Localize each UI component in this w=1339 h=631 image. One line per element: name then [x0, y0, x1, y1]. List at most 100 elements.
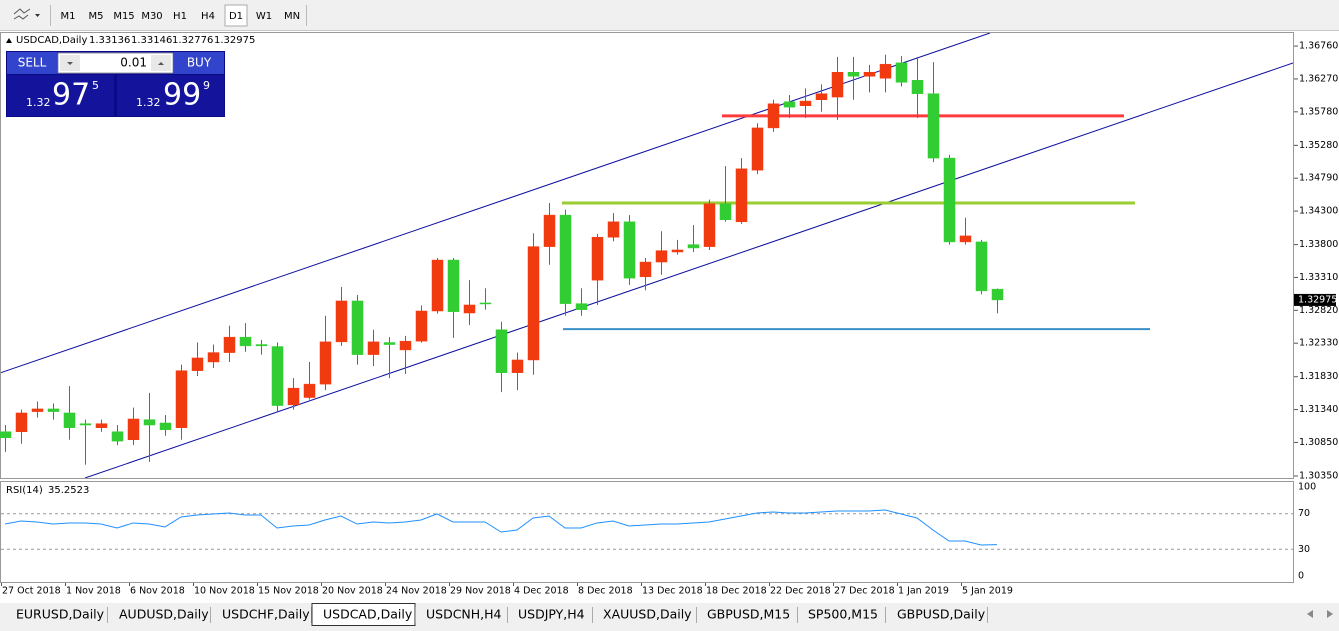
y-tick-label: 1.30350 [1299, 470, 1338, 481]
y-tick-label: 1.33310 [1299, 272, 1338, 283]
tab-scroll-right[interactable] [1327, 610, 1333, 618]
candle-body [815, 93, 828, 100]
x-tick-label: 1 Nov 2018 [66, 586, 121, 597]
bid-small: 5 [92, 79, 99, 92]
rsi-chart: 0 30 70 100 [1, 482, 1316, 582]
candle-body [95, 423, 108, 428]
candle-body [415, 310, 428, 342]
x-tick-label: 27 Dec 2018 [834, 586, 895, 597]
tab-scroll-left[interactable] [1307, 610, 1313, 618]
candle-body [303, 383, 316, 398]
x-tick-label: 24 Nov 2018 [386, 586, 447, 597]
header-low: 1.32776 [172, 35, 213, 46]
timeframe-button[interactable]: MN [284, 11, 300, 22]
candle-body [351, 300, 364, 355]
timeframe-button[interactable]: H1 [173, 11, 187, 22]
rsi-panel [0, 481, 1294, 583]
tab[interactable]: USDCHF,Daily [222, 607, 310, 622]
candle-body [911, 80, 924, 94]
current-price-box [1294, 293, 1336, 306]
y-tick-label: 1.30850 [1299, 437, 1338, 448]
ask-big: 99 [163, 78, 201, 113]
chart-symbol: USDCAD,Daily [16, 35, 87, 46]
x-tick-label: 27 Oct 2018 [2, 586, 61, 597]
candle-body [591, 236, 604, 281]
collapse-arrow[interactable] [6, 38, 12, 43]
x-tick-label: 29 Nov 2018 [450, 586, 511, 597]
timeframe-button[interactable]: M30 [141, 11, 162, 22]
tab[interactable]: AUDUSD,Daily [119, 607, 209, 622]
candle-body [543, 214, 556, 247]
tab[interactable]: USDCAD,Daily [323, 607, 413, 622]
tab[interactable]: USDCNH,H4 [426, 607, 502, 622]
candle-body [959, 235, 972, 243]
candle-body [735, 168, 748, 223]
candle-body [943, 157, 956, 243]
y-tick-label: 30 [1298, 544, 1310, 555]
candle-body [527, 246, 540, 361]
timeframe-bar: M1 M5 M15 M30 H1 H4 D1 W1 MN [61, 4, 300, 27]
tool-icon[interactable] [13, 8, 40, 20]
candle-body [863, 71, 876, 77]
tab[interactable]: GBPUSD,M15 [707, 607, 790, 622]
tab[interactable]: USDJPY,H4 [518, 607, 585, 622]
candle-body [767, 103, 780, 129]
x-tick-label: 15 Nov 2018 [258, 586, 319, 597]
candle-body [495, 329, 508, 373]
y-tick-label: 1.35780 [1299, 106, 1338, 117]
rsi-line [4, 509, 998, 546]
buy-label: BUY [187, 56, 212, 70]
ask-small: 9 [203, 79, 210, 92]
toolbar [0, 0, 1339, 31]
candle-body [127, 418, 140, 441]
trade-panel: SELL 0.01 BUY 1.32 97 5 1.32 99 9 [6, 51, 225, 117]
candle-body [463, 304, 476, 314]
candle-body [255, 344, 268, 347]
header-close: 1.32975 [214, 35, 255, 46]
tab[interactable]: GBPUSD,Daily [897, 607, 986, 622]
candle-body [703, 203, 716, 247]
candle-body [687, 244, 700, 249]
buy-button[interactable] [174, 52, 224, 74]
tabs: EURUSD,Daily AUDUSD,Daily USDCHF,Daily USDC… [16, 603, 988, 626]
tab[interactable]: XAUUSD,Daily [603, 607, 692, 622]
tab[interactable]: EURUSD,Daily [16, 607, 105, 622]
candle-body [143, 419, 156, 426]
candle-body [79, 423, 92, 426]
current-price-label: 1.32975 [1298, 294, 1337, 305]
candle-body [335, 300, 348, 343]
candle-body [399, 340, 412, 351]
timeframe-button[interactable]: W1 [256, 11, 272, 22]
tab[interactable]: SP500,M15 [808, 607, 878, 622]
timeframe-button[interactable]: D1 [229, 11, 243, 22]
timeframe-button[interactable]: M15 [113, 11, 134, 22]
ask-box[interactable] [117, 75, 224, 116]
bid-box[interactable] [7, 75, 114, 116]
timeframe-button[interactable]: H4 [201, 11, 215, 22]
y-tick-label: 1.35280 [1299, 140, 1338, 151]
candle-body [559, 214, 572, 304]
candle-body [0, 431, 12, 439]
sell-button[interactable] [7, 52, 57, 74]
candle-body [447, 259, 460, 312]
candle-body [751, 127, 764, 171]
candle-body [223, 336, 236, 353]
lot-input[interactable] [57, 52, 174, 74]
y-tick-label: 1.36760 [1299, 41, 1338, 52]
bid-big: 97 [52, 78, 90, 113]
header-high: 1.33146 [131, 35, 172, 46]
x-tick-label: 8 Dec 2018 [578, 586, 633, 597]
candle-body [895, 62, 908, 83]
timeframe-button[interactable]: M1 [61, 11, 76, 22]
y-tick-label: 1.32820 [1299, 305, 1338, 316]
candle-body [367, 341, 380, 355]
timeframe-button[interactable]: M5 [89, 11, 104, 22]
candle-body [783, 101, 796, 108]
candle-body [639, 261, 652, 278]
candle-body [175, 370, 188, 428]
ask-prefix: 1.32 [136, 96, 161, 109]
candle-body [431, 259, 444, 312]
x-tick-label: 20 Nov 2018 [322, 586, 383, 597]
x-tick-label: 6 Nov 2018 [130, 586, 185, 597]
